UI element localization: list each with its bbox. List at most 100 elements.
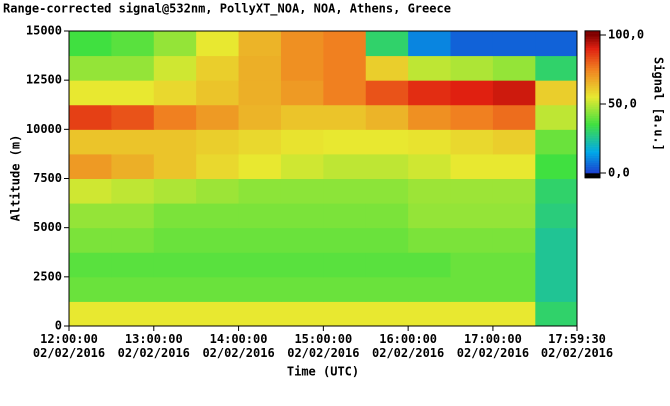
heatmap-cell: [280, 153, 324, 179]
colorbar-step: [585, 119, 600, 121]
heatmap-cell: [280, 55, 324, 81]
colorbar-step: [585, 141, 600, 143]
heatmap-cell: [535, 227, 577, 253]
colorbar-step: [585, 155, 600, 157]
heatmap-cell: [69, 203, 112, 229]
colorbar-step: [585, 105, 600, 107]
colorbar-step: [585, 44, 600, 46]
colorbar-step: [585, 103, 600, 105]
colorbar-step: [585, 72, 600, 74]
colorbar-step: [585, 104, 600, 105]
heatmap-cell: [196, 178, 240, 204]
colorbar-step: [585, 86, 600, 88]
colorbar-step: [585, 146, 600, 148]
x-tick-label: 14:00:00 02/02/2016: [202, 332, 275, 360]
colorbar-step: [585, 95, 600, 97]
colorbar-step: [585, 132, 600, 134]
heatmap-cell: [323, 55, 367, 81]
colorbar-step: [585, 50, 600, 52]
colorbar-step: [585, 137, 600, 139]
colorbar-step: [585, 167, 600, 169]
heatmap-cell: [111, 153, 155, 179]
colorbar-step: [585, 100, 600, 102]
colorbar-step: [585, 110, 600, 112]
colorbar-step: [585, 52, 600, 54]
colorbar-step: [585, 79, 600, 81]
colorbar-step: [585, 126, 600, 128]
colorbar-step: [585, 114, 600, 116]
colorbar-step: [585, 50, 600, 52]
y-tick-label: 2500: [33, 269, 62, 283]
colorbar-step: [585, 83, 600, 85]
heatmap-cell: [365, 104, 409, 130]
heatmap-cell: [408, 55, 452, 81]
heatmap-cell: [323, 252, 367, 278]
colorbar-step: [585, 61, 600, 63]
colorbar-step: [585, 99, 600, 101]
heatmap-cell: [69, 55, 112, 81]
colorbar-step: [585, 70, 600, 72]
colorbar-step: [585, 101, 600, 103]
colorbar-step: [585, 139, 600, 141]
heatmap-cell: [365, 227, 409, 253]
heatmap-cell: [450, 178, 494, 204]
heatmap-cell: [365, 31, 409, 57]
colorbar-tick-label: 100,0: [608, 28, 644, 42]
colorbar-step: [585, 166, 600, 168]
colorbar-step: [585, 153, 600, 155]
heatmap-cell: [535, 178, 577, 204]
heatmap-cell: [365, 55, 409, 81]
heatmap-cell: [492, 178, 536, 204]
colorbar-step: [585, 92, 600, 94]
colorbar-step: [585, 47, 600, 49]
colorbar-step: [585, 122, 600, 124]
colorbar-step: [585, 161, 600, 163]
colorbar-step: [585, 55, 600, 57]
heatmap-cell: [323, 178, 367, 204]
heatmap-cell: [450, 104, 494, 130]
colorbar-step: [585, 85, 600, 87]
colorbar-step: [585, 96, 600, 98]
heatmap-cell: [408, 80, 452, 106]
heatmap-cell: [280, 129, 324, 155]
heatmap-cell: [196, 129, 240, 155]
heatmap-cell: [280, 252, 324, 278]
heatmap-cell: [238, 301, 282, 326]
heatmap-cell: [238, 203, 282, 229]
colorbar-step: [585, 164, 600, 166]
x-axis-label: Time (UTC): [287, 365, 359, 379]
colorbar-step: [585, 39, 600, 41]
x-tick-label: 15:00:00 02/02/2016: [287, 332, 360, 360]
heatmap-cell: [492, 301, 536, 326]
colorbar-step: [585, 126, 600, 128]
heatmap-cell: [238, 227, 282, 253]
heatmap-cell: [196, 31, 240, 57]
heatmap-cell: [111, 227, 155, 253]
colorbar-step: [585, 176, 600, 178]
heatmap-cell: [238, 252, 282, 278]
colorbar-step: [585, 143, 600, 145]
colorbar-step: [585, 41, 600, 43]
colorbar-step: [585, 172, 600, 174]
heatmap-cell: [450, 80, 494, 106]
colorbar-step: [585, 51, 600, 53]
heatmap-cell: [111, 31, 155, 57]
colorbar-step: [585, 31, 600, 33]
colorbar-step: [585, 83, 600, 85]
colorbar-step: [585, 113, 600, 115]
heatmap-cell: [535, 31, 577, 57]
heatmap-cell: [280, 104, 324, 130]
colorbar-step: [585, 84, 600, 86]
colorbar-step: [585, 150, 600, 152]
heatmap-cell: [365, 252, 409, 278]
heatmap-cell: [111, 203, 155, 229]
heatmap-cell: [69, 104, 112, 130]
colorbar-step: [585, 124, 600, 125]
colorbar-step: [585, 91, 600, 93]
colorbar-step: [585, 43, 600, 45]
y-tick-label: 10000: [26, 122, 62, 136]
x-tick-label: 13:00:00 02/02/2016: [117, 332, 190, 360]
colorbar-step: [585, 118, 600, 120]
x-tick-label: 17:00:00 02/02/2016: [456, 332, 530, 360]
